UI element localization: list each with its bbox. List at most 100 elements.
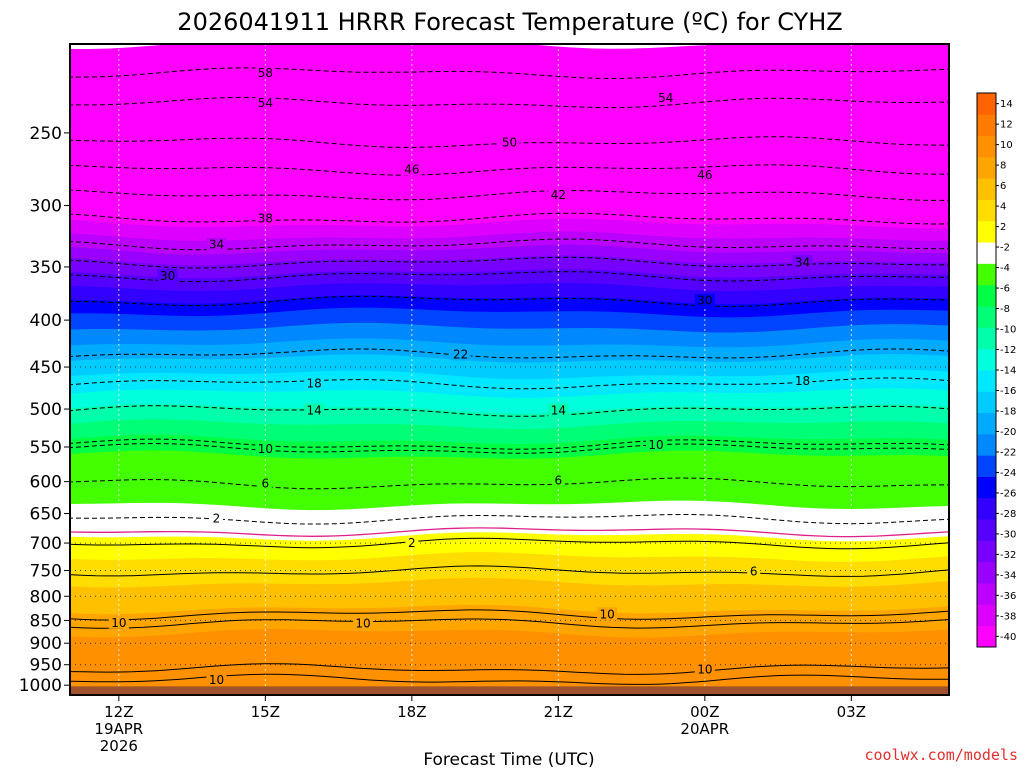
- contour-label: 30: [160, 269, 175, 283]
- colorbar-label: 4: [1000, 202, 1006, 213]
- temperature-band: [70, 96, 949, 110]
- chart-title: 2026041911 HRRR Forecast Temperature (ºC…: [177, 8, 842, 36]
- temperature-band: [70, 258, 949, 272]
- temperature-band: [70, 75, 949, 90]
- colorbar-segment: [977, 604, 996, 627]
- temperature-band: [70, 453, 949, 466]
- temperature-band: [70, 542, 949, 556]
- colorbar-label: -28: [1000, 509, 1016, 520]
- contour-label-bg: [551, 473, 565, 487]
- temperature-band: [70, 285, 949, 298]
- temperature-band: [70, 274, 949, 288]
- isotherm-line: [70, 442, 949, 454]
- temperature-band: [70, 532, 949, 546]
- temperature-band: [70, 288, 949, 301]
- colorbar-label: -24: [1000, 468, 1016, 479]
- credit-link[interactable]: coolwx.com/models: [864, 746, 1018, 764]
- y-tick-label: 500: [30, 400, 62, 420]
- temperature-band: [70, 117, 949, 130]
- contour-label: 10: [648, 438, 663, 452]
- temperature-band: [70, 447, 949, 460]
- temperature-band: [70, 250, 949, 264]
- temperature-band: [70, 338, 949, 351]
- y-tick-label: 350: [30, 258, 62, 278]
- temperature-band: [70, 73, 949, 87]
- temperature-band: [70, 346, 949, 359]
- colorbar-label: 8: [1000, 161, 1006, 172]
- temperature-band: [70, 508, 949, 522]
- temperature-band: [70, 396, 949, 410]
- temperature-band: [70, 271, 949, 285]
- temperature-band: [70, 333, 949, 347]
- colorbar-label: -26: [1000, 488, 1016, 499]
- temperature-band: [70, 310, 949, 324]
- colorbar-segment: [977, 242, 996, 264]
- colorbar-label: -30: [1000, 529, 1016, 540]
- contour-label: 10: [111, 616, 126, 630]
- temperature-band: [70, 305, 949, 319]
- temperature-band: [70, 476, 949, 490]
- colorbar-label: -10: [1000, 325, 1016, 336]
- contour-label: 6: [750, 565, 758, 579]
- temperature-band: [70, 473, 949, 488]
- colorbar-label: 14: [1000, 99, 1013, 110]
- isotherm-line: [70, 96, 949, 109]
- isotherm-line: [70, 348, 949, 359]
- temperature-band: [70, 539, 949, 553]
- isotherm-line: [70, 477, 948, 490]
- contour-label-bg: [694, 168, 715, 182]
- x-tick-label: 12Z: [104, 703, 133, 721]
- contour-label: 6: [262, 477, 270, 491]
- temperature-band: [70, 93, 949, 107]
- contour-label-bg: [548, 403, 569, 417]
- temperature-band: [70, 458, 949, 471]
- temperature-band: [70, 106, 949, 119]
- temperature-band: [70, 320, 949, 334]
- contour-label-bg: [210, 511, 223, 525]
- contour-label-bg: [405, 536, 419, 550]
- temperature-band: [70, 552, 949, 566]
- contour-label: 14: [307, 404, 322, 418]
- y-tick-label: 700: [30, 534, 62, 554]
- contour-label-bg: [548, 187, 569, 201]
- colorbar-label: -34: [1000, 570, 1016, 581]
- colorbar-segment: [977, 561, 996, 584]
- temperature-band: [70, 481, 949, 496]
- temperature-band: [70, 519, 949, 532]
- colorbar-segment: [977, 135, 996, 158]
- y-tick-label: 400: [30, 311, 62, 331]
- temperature-band: [70, 190, 949, 204]
- temperature-band: [70, 63, 949, 77]
- contour-label-bg: [353, 616, 373, 630]
- x-tick-label: 21Z: [544, 703, 573, 721]
- temperature-band: [70, 468, 949, 482]
- temperature-band: [70, 382, 949, 397]
- temperature-band: [70, 148, 949, 163]
- colorbar-segment: [977, 284, 996, 307]
- temperature-band: [70, 78, 949, 92]
- isotherm-line: [70, 67, 949, 80]
- ground-terrain: [70, 686, 949, 695]
- freezing-level-line: [70, 527, 949, 538]
- temperature-band: [70, 517, 949, 530]
- temperature-band: [70, 269, 949, 283]
- temperature-band: [70, 424, 949, 438]
- temperature-band: [70, 356, 949, 370]
- temperature-band: [70, 372, 949, 386]
- temperature-band: [70, 127, 949, 141]
- temperature-band: [70, 580, 949, 595]
- colorbar-label: -8: [1000, 304, 1010, 315]
- colorbar-segment: [977, 540, 996, 563]
- x-tick-label: 00Z: [690, 703, 719, 721]
- colorbar-label: -12: [1000, 345, 1016, 356]
- temperature-band: [70, 340, 949, 354]
- isotherm-line: [70, 618, 949, 629]
- colorbar-segment: [977, 433, 996, 456]
- temperature-band: [70, 479, 949, 493]
- contour-label: 10: [697, 662, 712, 676]
- temperature-band: [70, 416, 949, 431]
- colorbar-segment: [977, 455, 996, 477]
- isotherm-line: [70, 295, 949, 308]
